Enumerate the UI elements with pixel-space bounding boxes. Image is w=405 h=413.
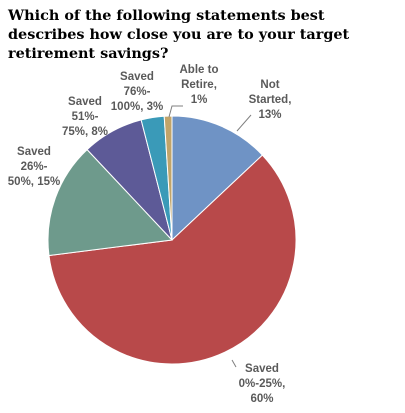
slice-label: Saved 51%-75%, 8%: [62, 96, 108, 138]
slice-label: Saved 0%-25%, 60%: [239, 363, 286, 405]
chart-title: Which of the following statements best d…: [8, 7, 350, 62]
slice-label: Saved 76%-100%, 3%: [111, 71, 163, 113]
slice-label: Not Started, 13%: [249, 79, 292, 121]
slice-label: Saved 26%-50%, 15%: [8, 146, 60, 188]
pie-slice: [47, 148, 174, 257]
pie-slice: [48, 154, 297, 365]
leader-line: [231, 359, 237, 368]
pie-slice: [163, 115, 173, 241]
slice-label: Able to Retire, 1%: [180, 64, 219, 106]
leader-line: [168, 105, 183, 118]
leader-line: [236, 114, 252, 132]
pie-slice: [171, 115, 264, 242]
